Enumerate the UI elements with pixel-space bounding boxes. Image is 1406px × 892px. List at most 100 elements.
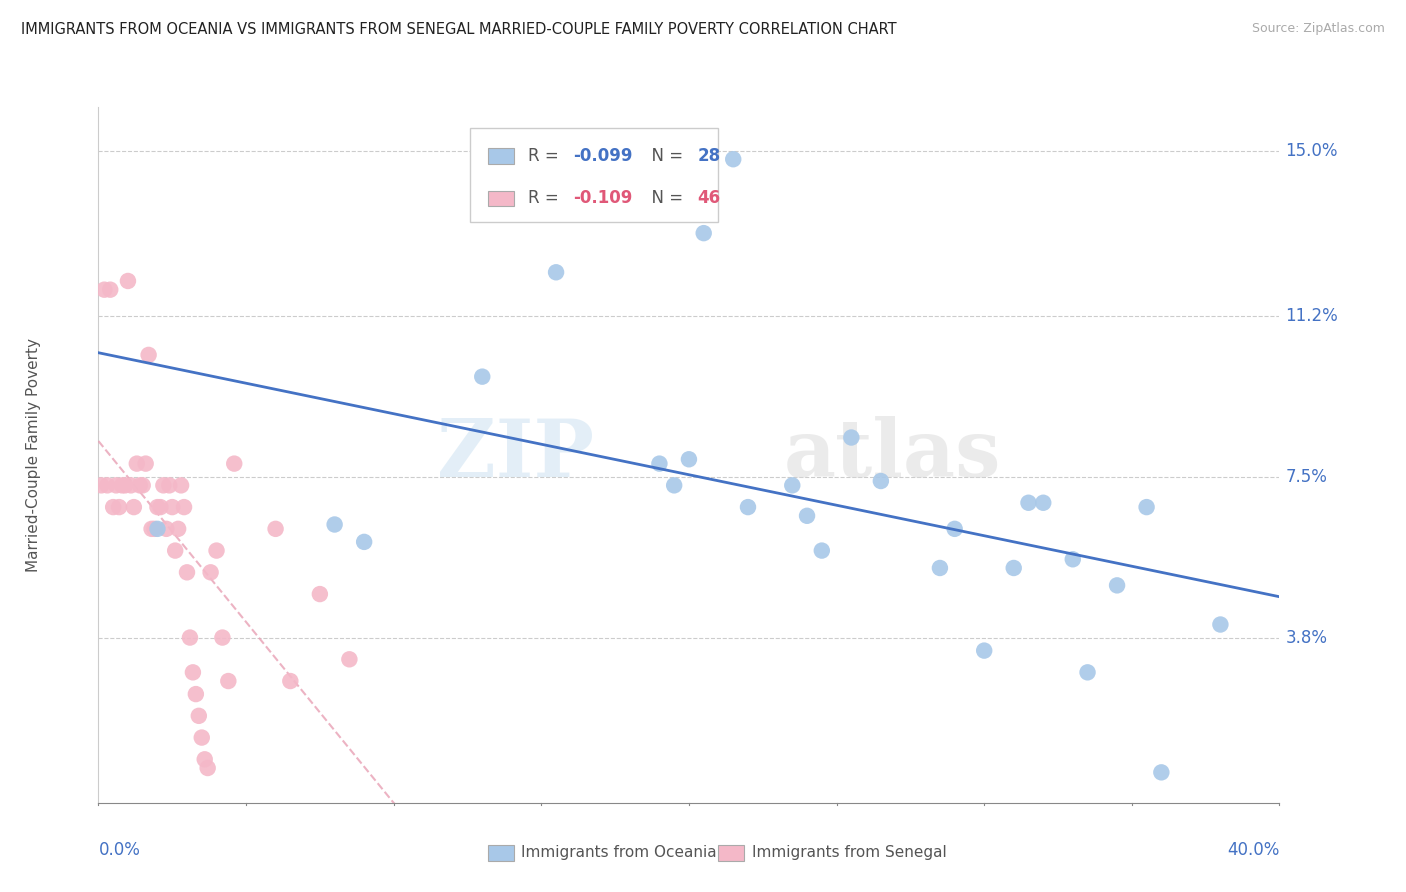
Text: ZIP: ZIP <box>437 416 595 494</box>
Point <box>98 283 121 297</box>
Point <box>138 348 160 362</box>
Point <box>181 665 204 680</box>
Point <box>90 478 112 492</box>
Point <box>869 474 891 488</box>
Point <box>128 478 150 492</box>
Text: N =: N = <box>641 147 688 165</box>
Point <box>132 478 155 492</box>
Point <box>197 761 219 775</box>
Point <box>264 522 287 536</box>
Text: -0.099: -0.099 <box>574 147 633 165</box>
Point <box>162 500 183 514</box>
FancyBboxPatch shape <box>488 846 515 861</box>
Point <box>278 674 302 689</box>
Point <box>200 566 222 580</box>
Point <box>1002 561 1025 575</box>
Point <box>143 522 166 536</box>
FancyBboxPatch shape <box>488 148 515 164</box>
Point <box>173 500 195 514</box>
Text: Married-Couple Family Poverty: Married-Couple Family Poverty <box>25 338 41 572</box>
Point <box>693 226 716 240</box>
Text: 7.5%: 7.5% <box>1285 467 1327 485</box>
Point <box>309 587 332 601</box>
Point <box>943 522 966 536</box>
Point <box>179 631 201 645</box>
Point <box>141 522 163 536</box>
Point <box>1209 617 1232 632</box>
Point <box>544 265 567 279</box>
Point <box>721 152 744 166</box>
Text: 46: 46 <box>697 189 720 207</box>
Point <box>205 543 228 558</box>
Text: -0.109: -0.109 <box>574 189 633 207</box>
Point <box>114 478 136 492</box>
Point <box>167 522 190 536</box>
Point <box>337 652 360 666</box>
Point <box>810 543 832 558</box>
Point <box>157 478 180 492</box>
Point <box>1077 665 1099 680</box>
Point <box>217 674 239 689</box>
Point <box>152 478 174 492</box>
Point <box>353 535 375 549</box>
Text: 40.0%: 40.0% <box>1227 841 1279 859</box>
Point <box>1032 496 1054 510</box>
Point <box>117 274 139 288</box>
Point <box>973 643 995 657</box>
Point <box>125 457 148 471</box>
Point <box>928 561 950 575</box>
Point <box>146 500 169 514</box>
Point <box>1062 552 1084 566</box>
Point <box>839 431 862 445</box>
Point <box>224 457 246 471</box>
Point <box>122 500 145 514</box>
Text: IMMIGRANTS FROM OCEANIA VS IMMIGRANTS FROM SENEGAL MARRIED-COUPLE FAMILY POVERTY: IMMIGRANTS FROM OCEANIA VS IMMIGRANTS FR… <box>21 22 897 37</box>
Point <box>111 478 134 492</box>
FancyBboxPatch shape <box>488 191 515 206</box>
Point <box>664 478 686 492</box>
Text: N =: N = <box>641 189 688 207</box>
Text: 28: 28 <box>697 147 720 165</box>
Point <box>194 752 217 766</box>
Point <box>1017 496 1039 510</box>
Point <box>796 508 818 523</box>
Point <box>170 478 193 492</box>
Point <box>105 478 128 492</box>
Point <box>1135 500 1157 514</box>
Point <box>103 500 125 514</box>
Point <box>146 522 169 536</box>
FancyBboxPatch shape <box>718 846 744 861</box>
Point <box>93 283 115 297</box>
Point <box>648 457 671 471</box>
Point <box>782 478 804 492</box>
FancyBboxPatch shape <box>471 128 718 222</box>
Point <box>135 457 157 471</box>
Point <box>187 708 209 723</box>
Point <box>165 543 187 558</box>
Point <box>120 478 142 492</box>
Text: R =: R = <box>529 189 564 207</box>
Point <box>176 566 198 580</box>
Point <box>149 500 172 514</box>
Text: 15.0%: 15.0% <box>1285 142 1339 160</box>
Point <box>184 687 207 701</box>
Point <box>108 500 131 514</box>
Point <box>1105 578 1128 592</box>
Point <box>471 369 494 384</box>
Text: Immigrants from Oceania: Immigrants from Oceania <box>522 846 717 861</box>
Point <box>211 631 233 645</box>
Text: Source: ZipAtlas.com: Source: ZipAtlas.com <box>1251 22 1385 36</box>
Point <box>191 731 214 745</box>
Text: 11.2%: 11.2% <box>1285 307 1339 325</box>
Text: atlas: atlas <box>783 416 1001 494</box>
Point <box>1150 765 1173 780</box>
Text: Immigrants from Senegal: Immigrants from Senegal <box>752 846 946 861</box>
Text: 0.0%: 0.0% <box>98 841 141 859</box>
Text: R =: R = <box>529 147 564 165</box>
Point <box>96 478 118 492</box>
Point <box>678 452 700 467</box>
Point <box>737 500 759 514</box>
Point <box>155 522 177 536</box>
Text: 3.8%: 3.8% <box>1285 629 1327 647</box>
Point <box>323 517 346 532</box>
